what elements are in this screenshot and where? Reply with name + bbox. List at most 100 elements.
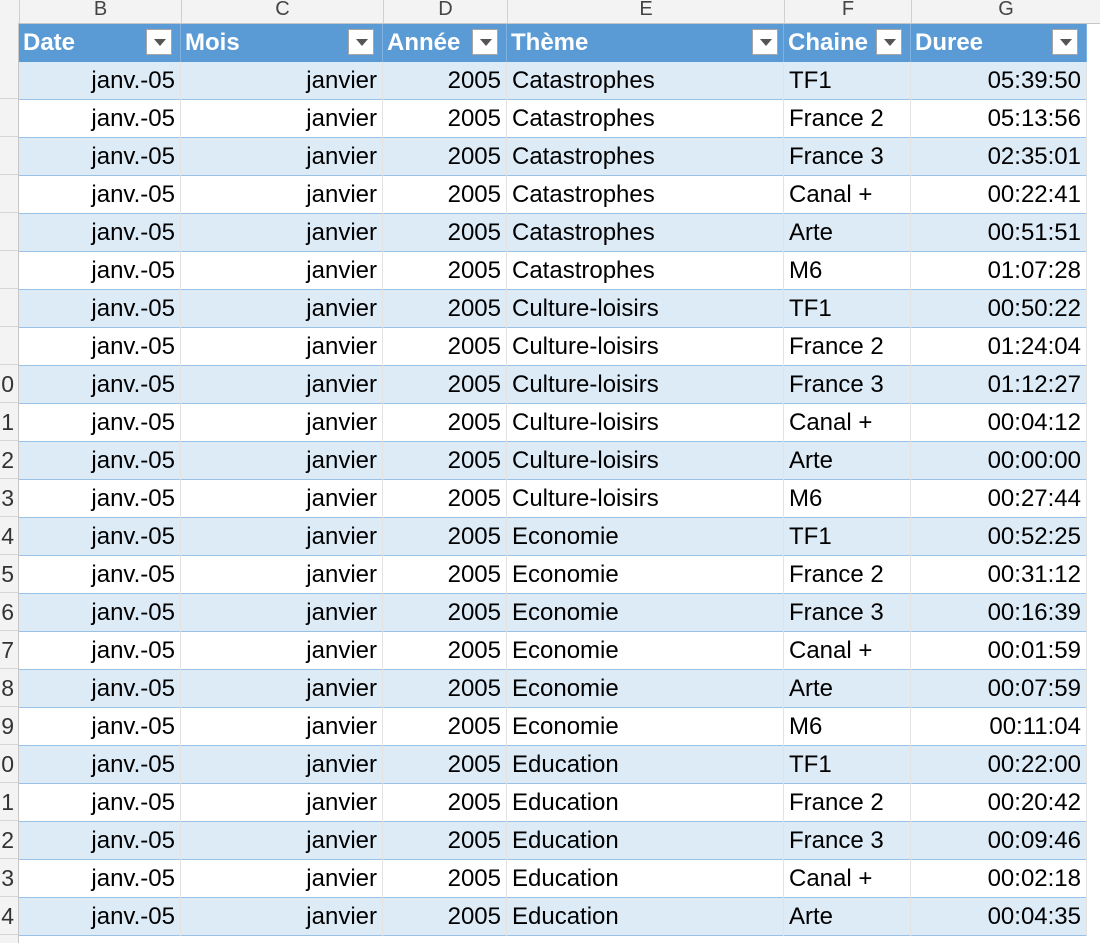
row-number[interactable]: 2 (1, 447, 14, 473)
table-cell[interactable]: Economie (507, 670, 784, 708)
table-cell[interactable]: janvier (181, 404, 383, 442)
table-cell[interactable]: janv.-05 (19, 404, 181, 442)
table-cell[interactable]: Catastrophes (507, 214, 784, 252)
table-cell[interactable]: 00:27:44 (911, 480, 1087, 518)
table-cell[interactable]: 00:11:04 (911, 708, 1087, 746)
column-header-c[interactable]: C (181, 0, 383, 23)
table-cell[interactable]: TF1 (784, 518, 911, 556)
table-cell[interactable]: Catastrophes (507, 62, 784, 100)
table-cell[interactable]: janv.-05 (19, 898, 181, 936)
table-cell[interactable]: Education (507, 784, 784, 822)
table-cell[interactable]: 00:31:12 (911, 556, 1087, 594)
table-cell[interactable]: janvier (181, 442, 383, 480)
row-number[interactable]: 8 (1, 675, 14, 701)
table-cell[interactable]: janv.-05 (19, 822, 181, 860)
table-cell[interactable]: 2005 (383, 632, 507, 670)
header-cell[interactable]: Thème (507, 24, 784, 62)
table-cell[interactable]: janv.-05 (19, 632, 181, 670)
table-cell[interactable]: 00:00:00 (911, 442, 1087, 480)
table-cell[interactable]: Arte (784, 670, 911, 708)
table-cell[interactable]: France 2 (784, 556, 911, 594)
header-cell[interactable]: Chaine (784, 24, 911, 62)
table-cell[interactable]: 00:22:00 (911, 746, 1087, 784)
table-cell[interactable]: France 3 (784, 138, 911, 176)
table-cell[interactable]: 00:51:51 (911, 214, 1087, 252)
table-cell[interactable]: janv.-05 (19, 100, 181, 138)
table-cell[interactable]: Canal + (784, 860, 911, 898)
table-cell[interactable]: janv.-05 (19, 62, 181, 100)
table-cell[interactable]: Catastrophes (507, 100, 784, 138)
table-cell[interactable]: 2005 (383, 442, 507, 480)
row-number[interactable]: 6 (1, 599, 14, 625)
filter-dropdown-icon[interactable] (348, 29, 374, 55)
table-cell[interactable]: 2005 (383, 404, 507, 442)
header-cell[interactable]: Année (383, 24, 507, 62)
header-cell[interactable]: Date (19, 24, 181, 62)
table-cell[interactable]: Catastrophes (507, 176, 784, 214)
table-cell[interactable]: janv.-05 (19, 328, 181, 366)
table-cell[interactable]: 00:20:42 (911, 784, 1087, 822)
table-cell[interactable]: 00:16:39 (911, 594, 1087, 632)
table-cell[interactable]: janvier (181, 252, 383, 290)
row-number[interactable]: 9 (1, 713, 14, 739)
column-header-g[interactable]: G (911, 0, 1100, 23)
table-cell[interactable]: 2005 (383, 746, 507, 784)
row-number[interactable]: 1 (1, 789, 14, 815)
table-cell[interactable]: Education (507, 822, 784, 860)
table-cell[interactable]: janv.-05 (19, 594, 181, 632)
table-cell[interactable]: 2005 (383, 518, 507, 556)
column-header-b[interactable]: B (19, 0, 181, 23)
table-cell[interactable]: 00:09:46 (911, 822, 1087, 860)
table-cell[interactable]: 01:24:04 (911, 328, 1087, 366)
table-cell[interactable]: janvier (181, 898, 383, 936)
table-cell[interactable]: Canal + (784, 632, 911, 670)
table-cell[interactable]: France 2 (784, 100, 911, 138)
table-cell[interactable]: janv.-05 (19, 518, 181, 556)
table-cell[interactable]: janv.-05 (19, 442, 181, 480)
row-number[interactable]: 0 (1, 371, 14, 397)
table-cell[interactable]: 2005 (383, 556, 507, 594)
table-cell[interactable]: Economie (507, 594, 784, 632)
table-cell[interactable]: 2005 (383, 670, 507, 708)
column-header-e[interactable]: E (507, 0, 784, 23)
table-cell[interactable]: 2005 (383, 784, 507, 822)
header-cell[interactable]: Duree (911, 24, 1087, 62)
table-cell[interactable]: Culture-loisirs (507, 290, 784, 328)
row-number[interactable]: 1 (1, 409, 14, 435)
table-cell[interactable]: janvier (181, 328, 383, 366)
table-cell[interactable]: janv.-05 (19, 784, 181, 822)
table-cell[interactable]: Education (507, 860, 784, 898)
column-header-f[interactable]: F (784, 0, 911, 23)
table-cell[interactable]: janvier (181, 480, 383, 518)
row-number[interactable]: 2 (1, 827, 14, 853)
table-cell[interactable]: 02:35:01 (911, 138, 1087, 176)
table-cell[interactable]: janvier (181, 822, 383, 860)
table-cell[interactable]: janvier (181, 100, 383, 138)
table-cell[interactable]: janv.-05 (19, 860, 181, 898)
table-cell[interactable]: 00:50:22 (911, 290, 1087, 328)
table-cell[interactable]: janvier (181, 290, 383, 328)
row-number[interactable]: 3 (1, 865, 14, 891)
table-cell[interactable]: 2005 (383, 366, 507, 404)
table-cell[interactable]: janv.-05 (19, 138, 181, 176)
table-cell[interactable]: 2005 (383, 328, 507, 366)
row-number[interactable]: 7 (1, 637, 14, 663)
table-cell[interactable]: M6 (784, 480, 911, 518)
filter-dropdown-icon[interactable] (876, 29, 902, 55)
table-cell[interactable]: janvier (181, 594, 383, 632)
table-cell[interactable]: 01:12:27 (911, 366, 1087, 404)
table-cell[interactable]: janv.-05 (19, 670, 181, 708)
table-cell[interactable]: janv.-05 (19, 480, 181, 518)
row-number[interactable]: 3 (1, 485, 14, 511)
column-header-d[interactable]: D (383, 0, 507, 23)
table-cell[interactable]: janvier (181, 366, 383, 404)
filter-dropdown-icon[interactable] (752, 29, 778, 55)
table-cell[interactable]: Catastrophes (507, 252, 784, 290)
table-cell[interactable]: 2005 (383, 860, 507, 898)
table-cell[interactable]: janv.-05 (19, 366, 181, 404)
row-number[interactable]: 4 (1, 903, 14, 929)
table-cell[interactable]: janv.-05 (19, 252, 181, 290)
table-cell[interactable]: Culture-loisirs (507, 328, 784, 366)
table-cell[interactable]: janvier (181, 214, 383, 252)
table-cell[interactable]: 00:22:41 (911, 176, 1087, 214)
